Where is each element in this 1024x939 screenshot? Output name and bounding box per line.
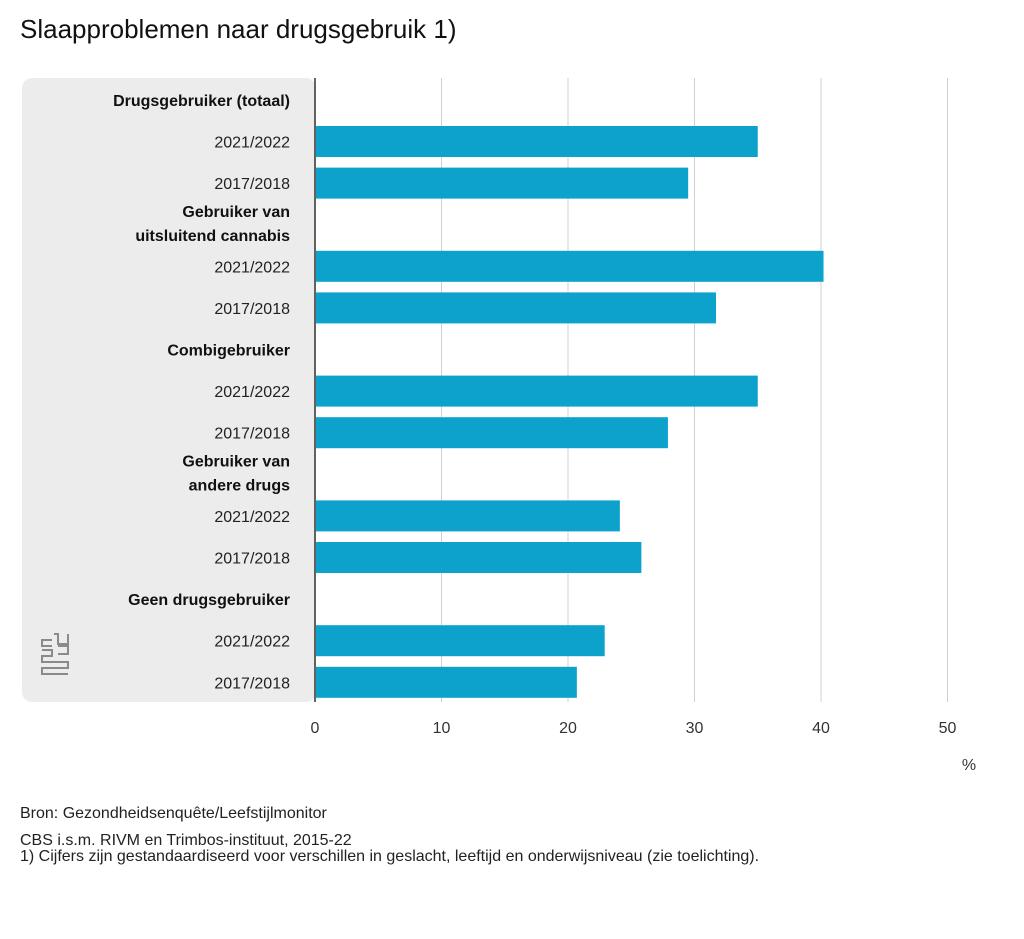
bar	[316, 375, 758, 407]
bar-category-label: 2021/2022	[214, 259, 290, 276]
source-line-1: Bron: Gezondheidsenquête/Leefstijlmonito…	[20, 805, 327, 822]
bar-category-label: 2021/2022	[214, 509, 290, 526]
footnote: 1) Cijfers zijn gestandaardiseerd voor v…	[20, 848, 760, 865]
bar-category-label: 2017/2018	[214, 301, 290, 318]
bar-category-label: 2017/2018	[214, 176, 290, 193]
x-axis-unit-label: %	[962, 757, 976, 774]
bar	[316, 292, 717, 324]
x-tick-label: 50	[939, 720, 957, 737]
group-label: Gebruiker van	[182, 453, 290, 470]
group-label: Combigebruiker	[167, 343, 290, 360]
chart-title: Slaapproblemen naar drugsgebruik 1)	[20, 14, 457, 44]
source-line-2: CBS i.s.m. RIVM en Trimbos-instituut, 20…	[20, 832, 352, 849]
x-tick-label: 40	[812, 720, 830, 737]
bar-category-label: 2021/2022	[214, 384, 290, 401]
group-label: Gebruiker van	[182, 204, 290, 221]
bar	[316, 167, 689, 199]
x-tick-label: 0	[311, 720, 320, 737]
bar-category-label: 2017/2018	[214, 426, 290, 443]
label-panel	[22, 78, 316, 702]
bar	[316, 666, 577, 698]
bar	[316, 126, 758, 157]
bar	[316, 542, 642, 573]
cbs-logo-icon	[41, 633, 69, 675]
x-tick-label: 10	[433, 720, 451, 737]
bar	[316, 625, 605, 657]
x-tick-label: 20	[559, 720, 577, 737]
bar-category-label: 2017/2018	[214, 675, 290, 692]
group-label: andere drugs	[189, 477, 290, 494]
x-tick-label: 30	[686, 720, 704, 737]
group-label: Geen drugsgebruiker	[128, 592, 290, 609]
group-label: Drugsgebruiker (totaal)	[113, 93, 290, 110]
bar-chart: Drugsgebruiker (totaal) 2021/2022 2017/201…	[22, 78, 976, 774]
bar	[316, 417, 668, 449]
bar-category-label: 2017/2018	[214, 551, 290, 568]
group-label: uitsluitend cannabis	[135, 228, 290, 245]
bar	[316, 250, 824, 282]
bar-category-label: 2021/2022	[214, 634, 290, 651]
bar	[316, 500, 620, 532]
bar-category-label: 2021/2022	[214, 135, 290, 152]
